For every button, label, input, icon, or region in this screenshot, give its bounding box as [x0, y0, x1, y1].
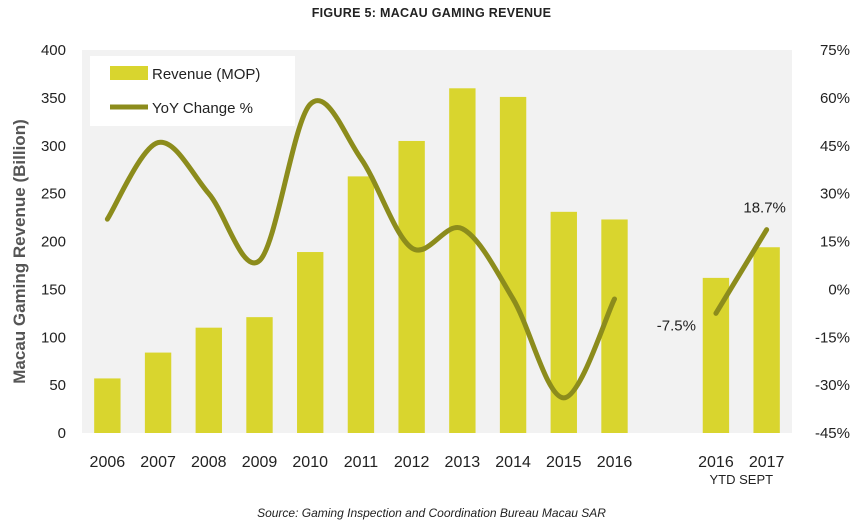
x-tick-label: 2011	[344, 454, 379, 471]
annotation-label: -7.5%	[657, 317, 696, 334]
right-y-tick-label: -30%	[815, 377, 850, 394]
x-tick-label: 2016	[597, 454, 633, 471]
left-y-tick-label: 150	[41, 281, 66, 298]
revenue-bar	[297, 252, 324, 433]
revenue-bar	[753, 247, 780, 433]
revenue-bar	[246, 317, 273, 433]
x-tick-label: 2014	[495, 454, 531, 471]
x-tick-label: 2016	[698, 454, 734, 471]
right-y-tick-label: 0%	[828, 281, 850, 298]
left-y-tick-label: 0	[58, 425, 66, 442]
left-y-axis: 0 50 100 150 200 250 300 350 400	[41, 42, 66, 442]
yoy-line	[104, 98, 770, 401]
x-tick-label: 2012	[394, 454, 430, 471]
left-y-tick-label: 250	[41, 186, 66, 203]
x-tick-label: 2017	[749, 454, 785, 471]
legend-label-revenue: Revenue (MOP)	[152, 66, 260, 83]
right-y-tick-label: 15%	[820, 234, 850, 251]
revenue-bar	[94, 378, 121, 433]
chart-source: Source: Gaming Inspection and Coordinati…	[257, 506, 606, 520]
annotation-label: 18.7%	[743, 200, 786, 217]
right-y-tick-label: -15%	[815, 329, 850, 346]
left-y-tick-label: 50	[49, 377, 66, 394]
x-axis: 2006 2007 2008 2009 2010 2011 2012 2013 2014 2015…	[90, 454, 785, 487]
revenue-bar	[144, 352, 172, 433]
y-axis-label: Macau Gaming Revenue (Billion)	[10, 119, 29, 384]
left-y-tick-label: 100	[41, 329, 66, 346]
x-tick-label: 2013	[445, 454, 481, 471]
x-tick-label: 2008	[191, 454, 227, 471]
x-tick-label: 2010	[292, 454, 328, 471]
left-y-tick-label: 350	[41, 90, 66, 107]
revenue-bar	[449, 88, 476, 434]
data-annotations: -7.5% 18.7%	[657, 200, 786, 335]
x-tick-label: 2007	[140, 454, 176, 471]
revenue-bar	[195, 327, 222, 433]
right-y-tick-label: -45%	[815, 425, 850, 442]
chart-title: FIGURE 5: MACAU GAMING REVENUE	[311, 6, 552, 20]
yoy-line-segment	[104, 98, 617, 401]
revenue-bar	[702, 277, 730, 433]
legend: Revenue (MOP) YoY Change %	[90, 56, 295, 126]
right-y-tick-label: 75%	[820, 42, 850, 59]
left-y-tick-label: 400	[41, 42, 66, 59]
right-y-tick-label: 30%	[820, 186, 850, 203]
revenue-bar	[398, 140, 425, 433]
revenue-bar	[499, 96, 527, 433]
legend-bar-swatch	[110, 66, 148, 80]
x-tick-label: 2006	[90, 454, 126, 471]
revenue-bars	[94, 88, 780, 434]
revenue-bar	[347, 176, 375, 433]
legend-label-yoy: YoY Change %	[152, 100, 253, 117]
x-tick-sublabel: YTD SEPT	[709, 472, 773, 487]
x-tick-label: 2009	[242, 454, 278, 471]
right-y-tick-label: 60%	[820, 90, 850, 107]
right-y-tick-label: 45%	[820, 138, 850, 155]
left-y-tick-label: 200	[41, 234, 66, 251]
yoy-line-segment	[713, 227, 770, 316]
x-tick-label: 2015	[546, 454, 582, 471]
left-y-tick-label: 300	[41, 138, 66, 155]
right-y-axis: -45% -30% -15% 0% 15% 30% 45% 60% 75%	[815, 42, 850, 442]
